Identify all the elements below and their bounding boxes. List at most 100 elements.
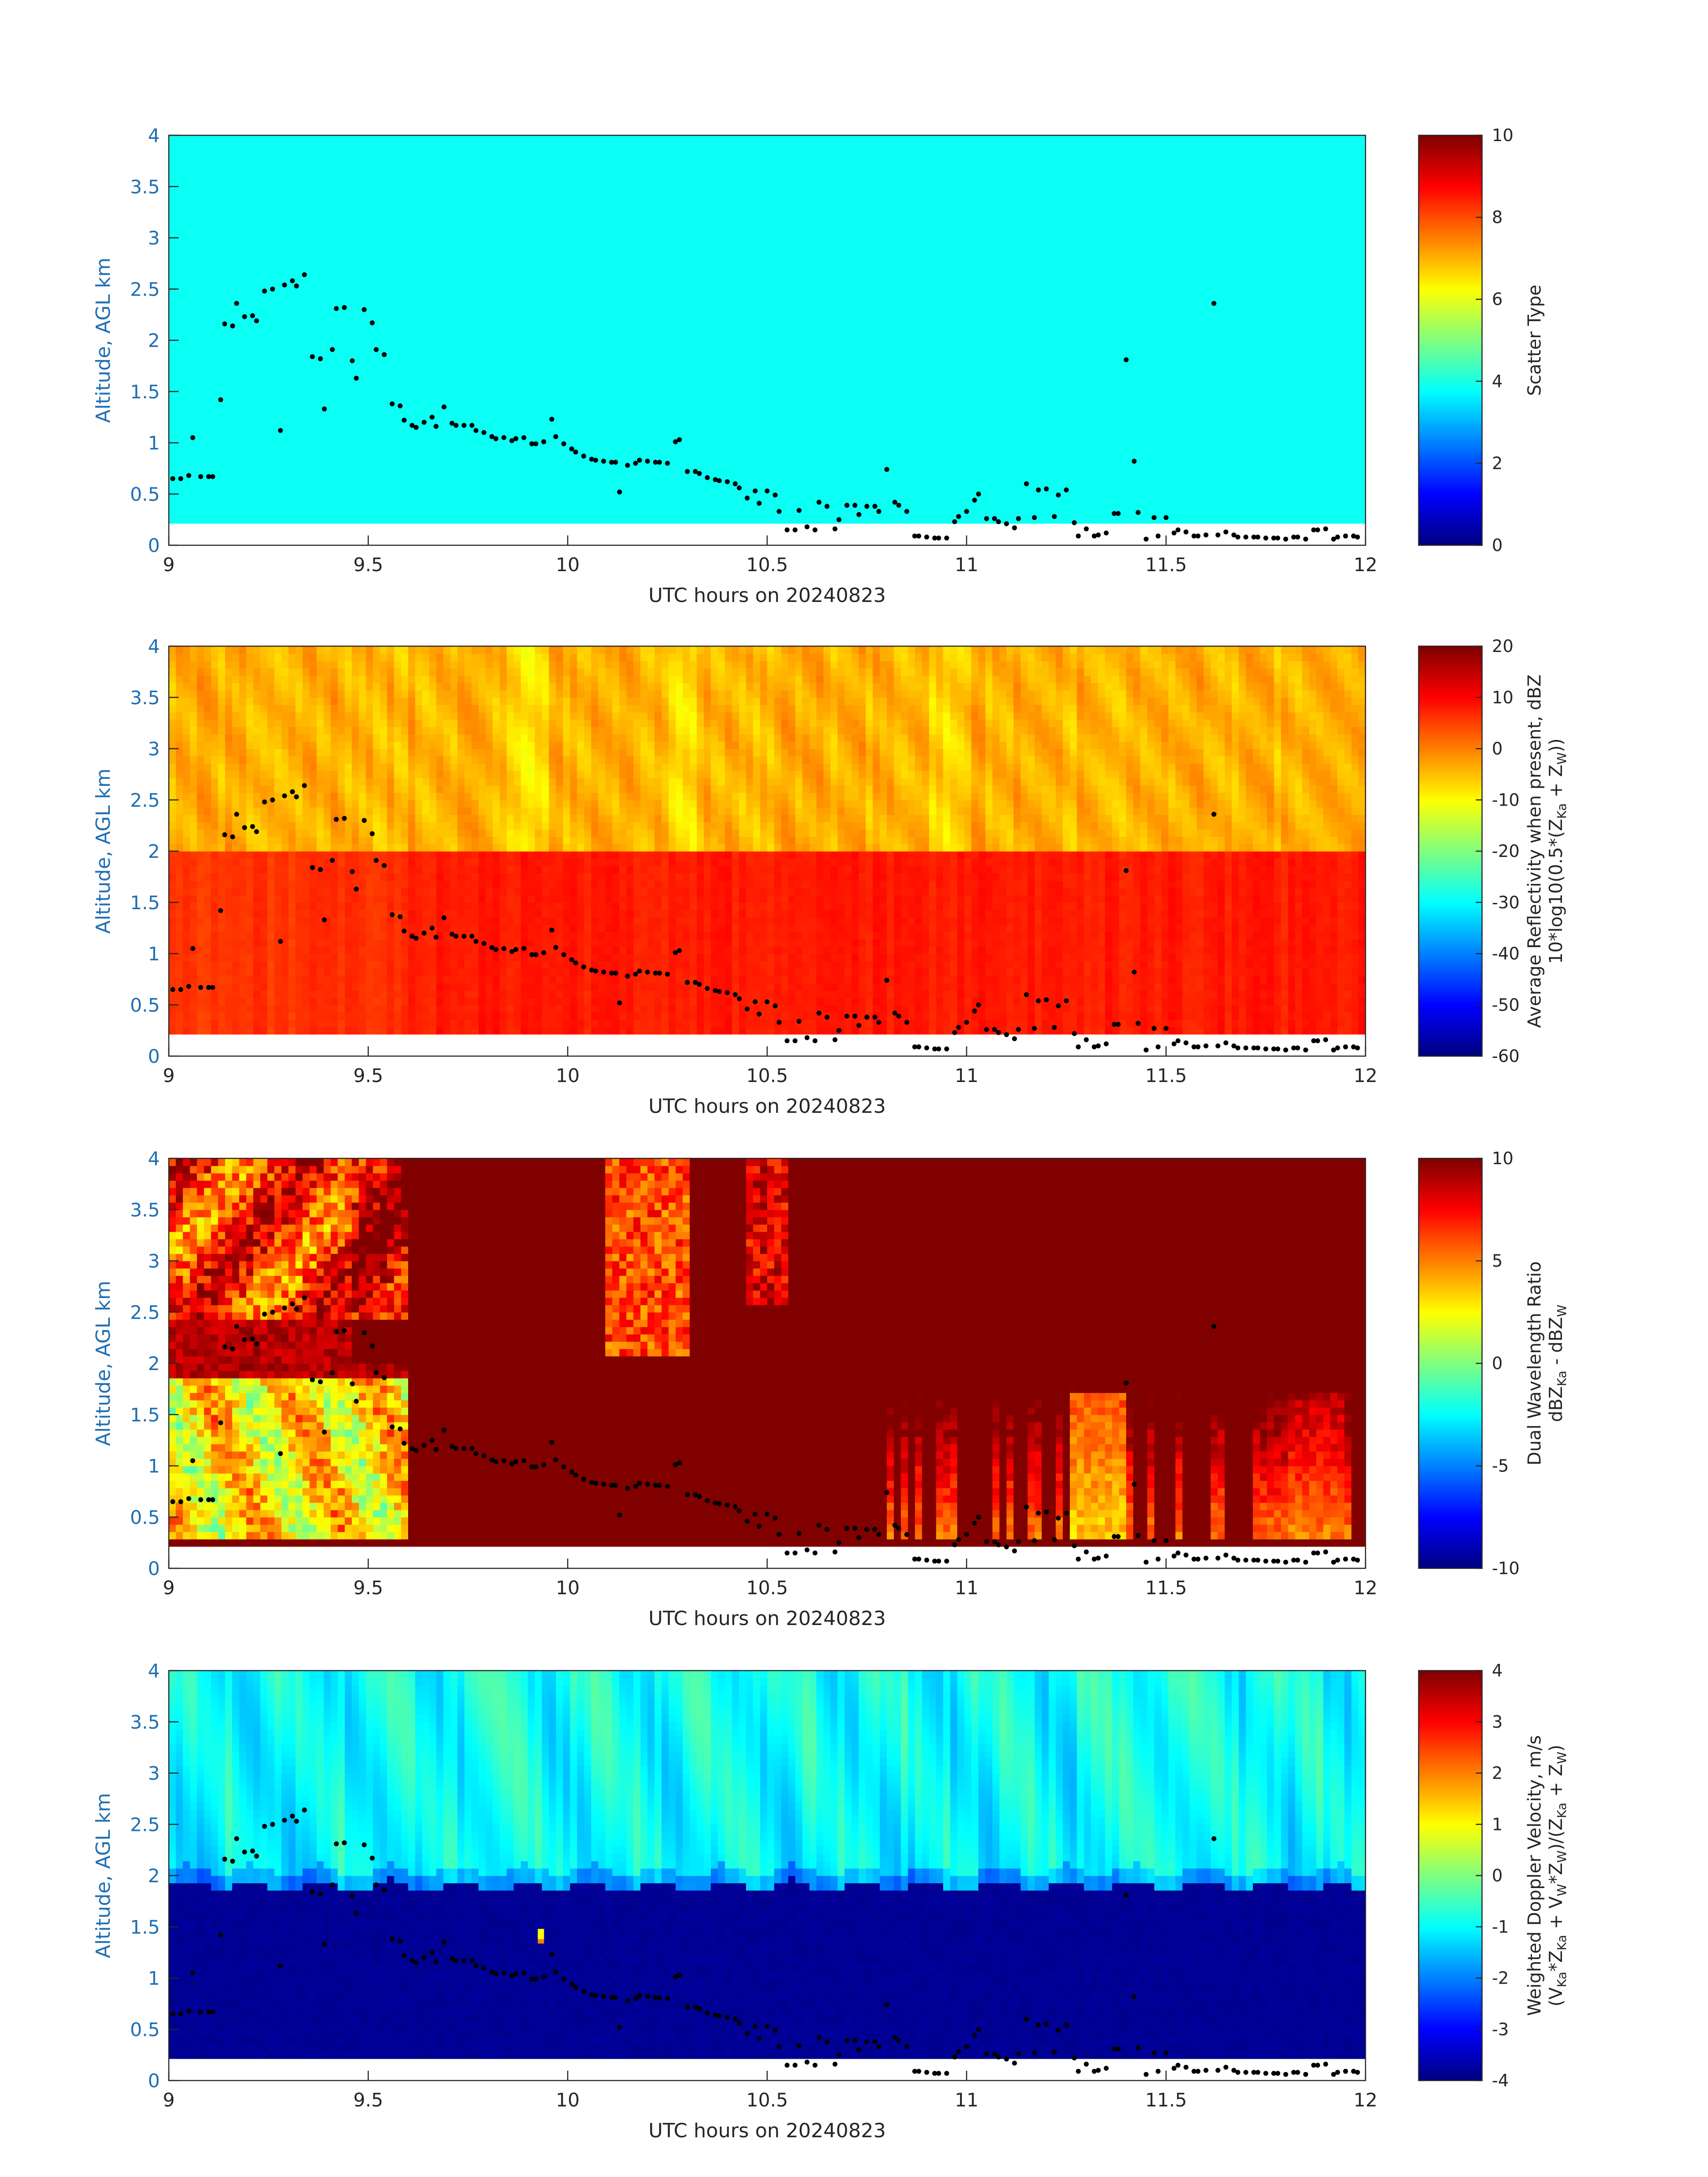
heatmap-cell: [626, 296, 634, 304]
heatmap-cell: [689, 164, 697, 172]
heatmap-cell: [218, 230, 226, 238]
heatmap-cell: [528, 494, 535, 502]
heatmap-cell: [373, 252, 380, 260]
heatmap-cell: [802, 326, 810, 334]
heatmap-cell: [577, 230, 585, 238]
heatmap-cell: [478, 326, 486, 334]
heatmap-cell: [528, 362, 535, 370]
heatmap-cell: [528, 259, 535, 267]
heatmap-cell: [521, 486, 528, 495]
heatmap-cell: [689, 340, 697, 348]
heatmap-cell: [732, 384, 739, 392]
heatmap-cell: [605, 289, 613, 297]
heatmap-cell: [535, 281, 543, 290]
heatmap-cell: [542, 230, 550, 238]
heatmap-cell: [549, 245, 556, 253]
heatmap-cell: [471, 157, 479, 165]
heatmap-cell: [739, 457, 747, 465]
heatmap-cell: [640, 428, 648, 436]
heatmap-cell: [612, 230, 620, 238]
heatmap-cell: [232, 369, 240, 377]
heatmap-cell: [302, 142, 310, 150]
heatmap-cell: [478, 274, 486, 282]
heatmap-cell: [499, 311, 507, 319]
heatmap-cell: [774, 369, 782, 377]
heatmap-cell: [443, 428, 451, 436]
heatmap-cell: [366, 340, 373, 348]
heatmap-cell: [676, 399, 683, 407]
heatmap-cell: [816, 384, 824, 392]
heatmap-cell: [626, 479, 634, 487]
heatmap-cell: [239, 435, 247, 443]
heatmap-cell: [323, 376, 331, 385]
heatmap-cell: [351, 238, 359, 246]
heatmap-cell: [661, 421, 669, 429]
heatmap-cell: [506, 289, 514, 297]
heatmap-cell: [323, 252, 331, 260]
heatmap-cell: [429, 135, 437, 143]
heatmap-cell: [767, 516, 775, 524]
heatmap-cell: [556, 406, 564, 414]
heatmap-cell: [739, 230, 747, 238]
heatmap-cell: [204, 355, 212, 363]
heatmap-cell: [809, 304, 817, 312]
heatmap-cell: [739, 274, 747, 282]
heatmap-cell: [549, 259, 556, 267]
heatmap-cell: [457, 509, 465, 517]
heatmap-cell: [521, 223, 528, 231]
heatmap-cell: [535, 326, 543, 334]
heatmap-cell: [366, 486, 373, 495]
heatmap-cell: [253, 516, 261, 524]
heatmap-cell: [471, 252, 479, 260]
heatmap-cell: [676, 413, 683, 422]
heatmap-cell: [183, 355, 191, 363]
heatmap-cell: [528, 516, 535, 524]
heatmap-cell: [323, 318, 331, 326]
heatmap-cell: [528, 186, 535, 194]
heatmap-cell: [521, 457, 528, 465]
heatmap-cell: [190, 428, 197, 436]
heatmap-cell: [584, 318, 592, 326]
heatmap-cell: [718, 369, 726, 377]
heatmap-cell: [366, 223, 373, 231]
heatmap-cell: [521, 509, 528, 517]
heatmap-cell: [373, 486, 380, 495]
heatmap-cell: [823, 472, 831, 480]
heatmap-cell: [591, 406, 599, 414]
heatmap-cell: [274, 245, 282, 253]
heatmap-cell: [739, 443, 747, 451]
heatmap-cell: [598, 216, 606, 224]
heatmap-cell: [281, 347, 289, 355]
heatmap-cell: [612, 304, 620, 312]
heatmap-cell: [288, 208, 296, 217]
heatmap-cell: [450, 230, 458, 238]
heatmap-cell: [302, 457, 310, 465]
heatmap-cell: [422, 399, 430, 407]
heatmap-cell: [197, 355, 205, 363]
heatmap-cell: [591, 201, 599, 209]
heatmap-cell: [323, 347, 331, 355]
heatmap-cell: [225, 238, 233, 246]
heatmap-cell: [577, 464, 585, 472]
heatmap-cell: [183, 421, 191, 429]
heatmap-cell: [246, 304, 254, 312]
heatmap-cell: [436, 428, 444, 436]
heatmap-cell: [767, 318, 775, 326]
heatmap-cell: [302, 318, 310, 326]
heatmap-cell: [253, 421, 261, 429]
heatmap-cell: [471, 443, 479, 451]
heatmap-cell: [211, 501, 219, 509]
heatmap-cell: [788, 223, 796, 231]
heatmap-cell: [295, 296, 303, 304]
heatmap-cell: [725, 428, 732, 436]
heatmap-cell: [401, 194, 409, 202]
heatmap-cell: [521, 150, 528, 158]
heatmap-cell: [499, 296, 507, 304]
heatmap-cell: [422, 347, 430, 355]
heatmap-cell: [704, 516, 711, 524]
heatmap-cell: [556, 464, 564, 472]
heatmap-cell: [225, 376, 233, 385]
heatmap-cell: [429, 274, 437, 282]
heatmap-cell: [394, 369, 402, 377]
heatmap-cell: [591, 259, 599, 267]
